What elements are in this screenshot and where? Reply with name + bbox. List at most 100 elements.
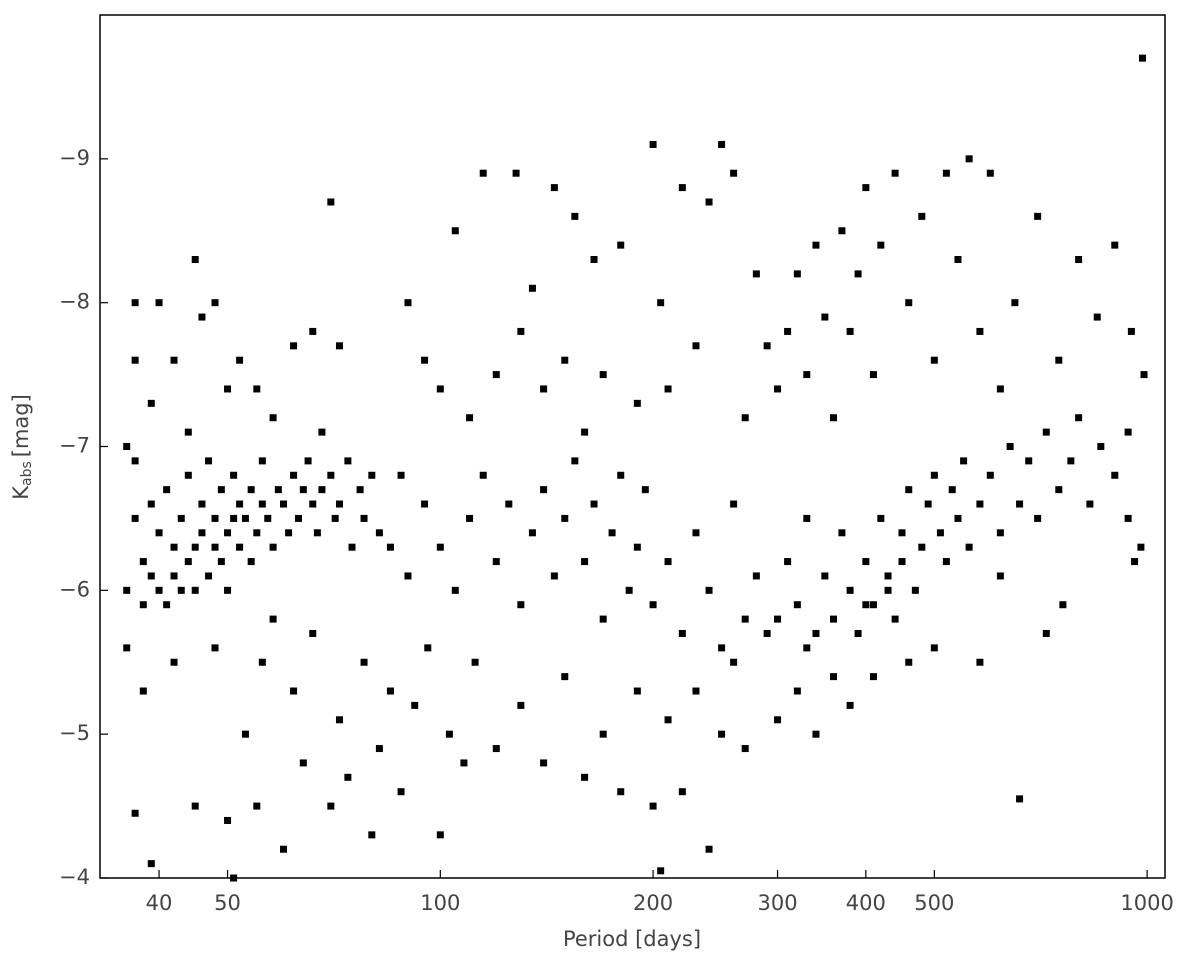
point bbox=[954, 514, 962, 522]
point bbox=[561, 673, 569, 681]
point bbox=[344, 457, 352, 465]
point bbox=[131, 356, 139, 364]
point bbox=[730, 169, 738, 177]
point bbox=[205, 457, 213, 465]
point bbox=[561, 514, 569, 522]
point bbox=[830, 414, 838, 422]
point bbox=[581, 558, 589, 566]
point bbox=[236, 500, 244, 508]
point bbox=[147, 500, 155, 508]
point bbox=[224, 385, 232, 393]
point bbox=[657, 867, 665, 875]
point bbox=[869, 601, 877, 609]
point bbox=[730, 500, 738, 508]
point bbox=[718, 140, 726, 148]
point bbox=[664, 558, 672, 566]
point bbox=[692, 342, 700, 350]
point bbox=[313, 529, 321, 537]
point bbox=[884, 586, 892, 594]
point bbox=[976, 327, 984, 335]
y-tick-label: −7 bbox=[59, 434, 90, 458]
point bbox=[368, 471, 376, 479]
point bbox=[1059, 601, 1067, 609]
point bbox=[996, 572, 1004, 580]
y-tick-label: −8 bbox=[59, 290, 90, 314]
point bbox=[217, 558, 225, 566]
point bbox=[241, 514, 249, 522]
point bbox=[905, 658, 913, 666]
point bbox=[155, 529, 163, 537]
point bbox=[862, 184, 870, 192]
point bbox=[191, 543, 199, 551]
point bbox=[191, 586, 199, 594]
point bbox=[191, 802, 199, 810]
point bbox=[838, 529, 846, 537]
point bbox=[854, 629, 862, 637]
point bbox=[1140, 371, 1148, 379]
point bbox=[290, 687, 298, 695]
point bbox=[1016, 795, 1024, 803]
point bbox=[230, 514, 238, 522]
x-tick-label: 50 bbox=[214, 891, 241, 915]
point bbox=[451, 227, 459, 235]
point bbox=[1124, 428, 1132, 436]
point bbox=[705, 586, 713, 594]
point bbox=[1111, 471, 1119, 479]
point bbox=[550, 184, 558, 192]
point bbox=[862, 558, 870, 566]
point bbox=[318, 428, 326, 436]
point bbox=[924, 500, 932, 508]
point bbox=[1127, 327, 1135, 335]
point bbox=[479, 471, 487, 479]
point bbox=[264, 514, 272, 522]
point bbox=[309, 500, 317, 508]
point bbox=[131, 809, 139, 817]
point bbox=[505, 500, 513, 508]
point bbox=[299, 759, 307, 767]
point bbox=[335, 342, 343, 350]
x-tick-label: 40 bbox=[146, 891, 173, 915]
point bbox=[528, 529, 536, 537]
point bbox=[258, 500, 266, 508]
point bbox=[147, 860, 155, 868]
point bbox=[139, 558, 147, 566]
point bbox=[139, 687, 147, 695]
x-tick-label: 400 bbox=[846, 891, 886, 915]
point bbox=[269, 615, 277, 623]
point bbox=[375, 745, 383, 753]
point bbox=[356, 486, 364, 494]
point bbox=[649, 601, 657, 609]
point bbox=[793, 601, 801, 609]
point bbox=[1131, 558, 1139, 566]
point bbox=[869, 673, 877, 681]
point bbox=[763, 342, 771, 350]
point bbox=[253, 529, 261, 537]
point bbox=[898, 558, 906, 566]
point bbox=[838, 227, 846, 235]
point bbox=[821, 313, 829, 321]
plot-frame bbox=[99, 14, 1166, 879]
point bbox=[163, 486, 171, 494]
point bbox=[625, 586, 633, 594]
point bbox=[131, 299, 139, 307]
point bbox=[590, 256, 598, 264]
point bbox=[517, 601, 525, 609]
point bbox=[258, 457, 266, 465]
point bbox=[421, 500, 429, 508]
point bbox=[942, 169, 950, 177]
point bbox=[1042, 428, 1050, 436]
point bbox=[877, 241, 885, 249]
point bbox=[1067, 457, 1075, 465]
point bbox=[360, 658, 368, 666]
point bbox=[1111, 241, 1119, 249]
point bbox=[812, 629, 820, 637]
point bbox=[170, 658, 178, 666]
point bbox=[247, 558, 255, 566]
point bbox=[1138, 54, 1146, 62]
point bbox=[741, 745, 749, 753]
point bbox=[784, 327, 792, 335]
point bbox=[774, 385, 782, 393]
point bbox=[512, 169, 520, 177]
point bbox=[891, 615, 899, 623]
